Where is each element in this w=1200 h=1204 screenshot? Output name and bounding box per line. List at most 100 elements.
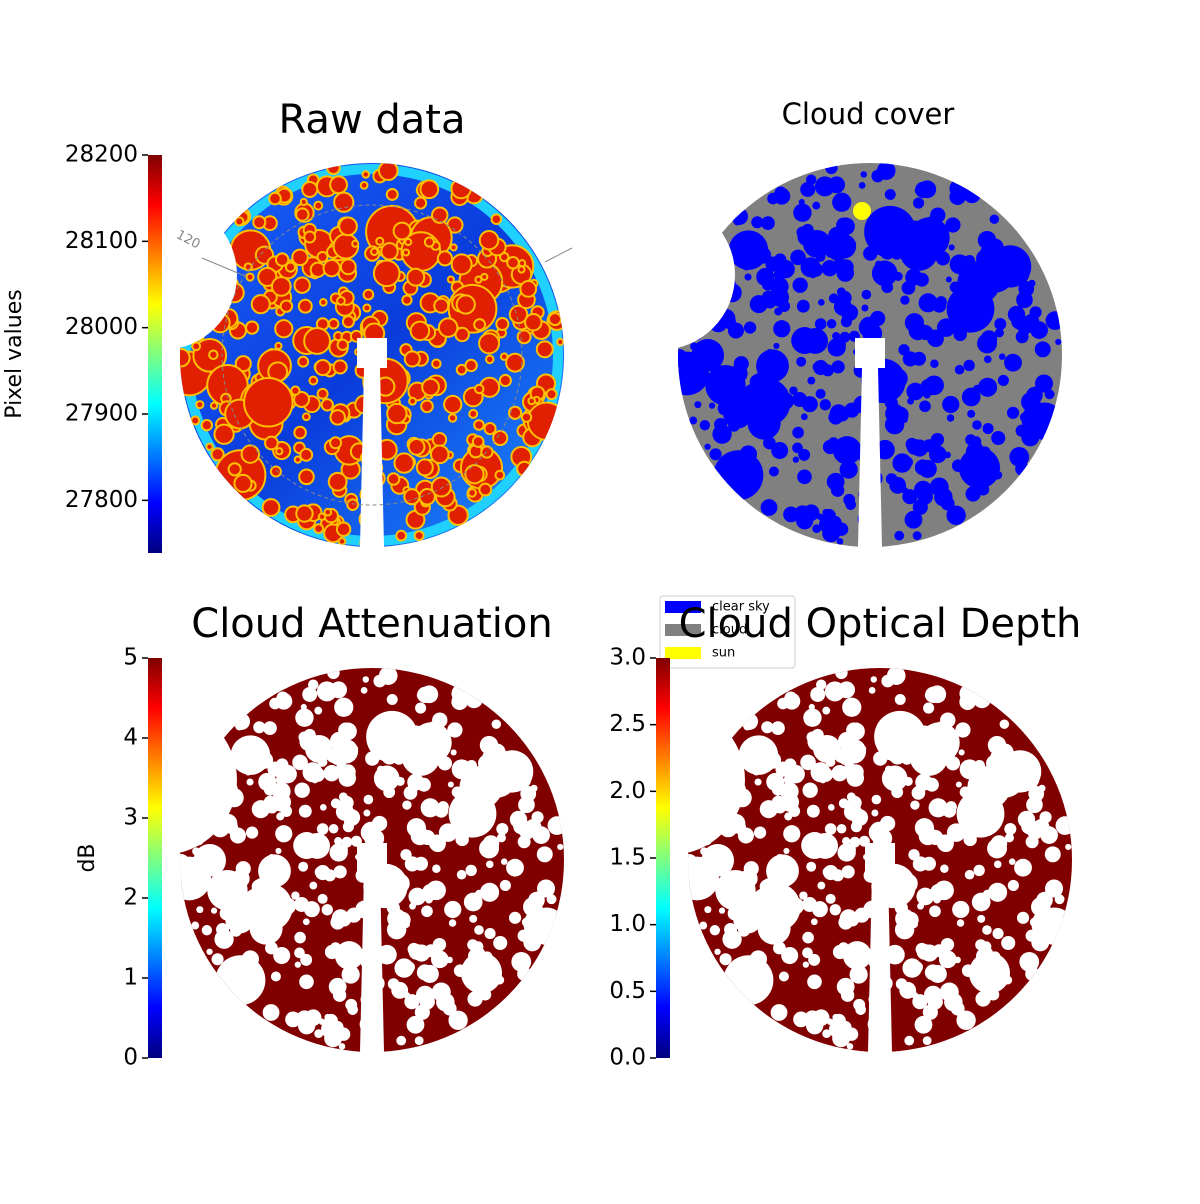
cloud-patch [414,1036,424,1046]
cloud-patch [932,298,947,313]
cloud-patch [792,426,804,439]
cloud-patch [277,693,292,708]
cloud-patch [906,439,923,455]
cloud-patch [340,764,356,780]
cloud-patch [807,974,822,990]
cloud-patch [847,722,865,741]
cloud-patch [404,237,413,247]
cloud-patch [329,409,346,426]
legend-swatch [665,624,701,636]
cloud-patch [547,312,563,327]
cloud-patch [754,778,762,786]
cloud-patch [977,230,997,250]
cloud-patch [824,823,837,835]
cloud-patch [810,918,818,926]
cloud-patch [393,452,415,474]
cloud-patch [742,378,791,427]
cloud-patch [1015,461,1030,476]
cloud-patch [421,377,440,397]
cloud-patch [302,686,318,702]
cloud-patch [783,262,794,272]
cloud-patch [424,742,434,752]
cloud-patch [973,970,992,989]
cloud-patch [1023,313,1040,331]
cloud-patch [1014,858,1032,877]
cloud-patch [891,222,909,240]
cloud-patch [464,464,485,485]
cloud-patch [432,937,447,952]
cloud-patch [923,702,935,714]
cloud-patch [914,1015,933,1034]
cloud-patch [495,316,510,332]
cloud-patch [362,288,375,301]
cloud-patch [317,757,328,767]
cloud-patch [363,794,374,805]
cloud-patch [812,201,821,210]
cloud-patch [818,767,833,782]
cloud-patch [351,239,360,248]
cloud-patch [302,918,310,926]
cloud-patch [473,419,485,431]
cloud-patch [213,423,235,445]
cloud-patch [806,804,820,818]
cloud-patch [373,765,400,792]
cloud-patch [736,968,749,981]
cloud-patch [802,931,814,944]
cloud-patch [979,273,986,280]
cloud-patch [404,994,420,1010]
cloud-patch [832,332,841,341]
cloud-patch [245,826,259,839]
cloud-patch [1034,341,1051,358]
cloud-patch [291,891,300,900]
mask [585,200,735,350]
cloud-patch [768,466,779,477]
cloud-patch [475,781,482,788]
cloud-patch [405,743,412,751]
cloud-patch [973,864,985,877]
cloud-patch [902,351,918,367]
cloud-patch [704,906,712,914]
cloud-patch [518,771,525,778]
cloud-patch [235,861,251,877]
cloud-patch [1004,353,1022,372]
colorbar [656,658,670,1058]
cloud-patch [756,267,775,287]
cloud-patch [362,676,369,683]
cloud-patch [988,882,1008,902]
cloud-patch [431,982,451,1002]
cloud-patch [526,401,564,441]
cloud-patch [407,438,426,456]
cloud-patch [946,414,955,422]
cloud-patch [363,809,371,817]
cloud-patch [912,994,928,1010]
cloud-patch [798,448,811,461]
cloud-patch [330,942,342,954]
cloud-patch [200,419,214,432]
cloud-patch [823,865,839,881]
cloud-patch [318,298,328,307]
cloud-patch [386,693,398,705]
cloud-patch [451,683,471,704]
cloud-patch [333,739,359,764]
cloud-patch [808,703,815,711]
cloud-patch [835,339,846,350]
cloud-patch [329,436,343,450]
cloud-patch [908,321,928,341]
cloud-patch [1025,835,1039,849]
cloud-patch [334,697,354,717]
cloud-patch [964,800,983,819]
cloud-patch [516,460,533,477]
cloud-patch [994,860,1002,869]
cloud-patch [838,681,856,699]
cloud-patch [341,965,360,984]
cloud-patch [1017,810,1036,829]
cloud-patch [761,216,775,231]
cloud-patch [993,470,1003,480]
cloud-patch [1001,935,1016,951]
cloud-patch [858,181,866,189]
cloud-patch [922,237,932,247]
cloud-patch [742,979,760,997]
cloud-patch [448,919,457,927]
cloud-patch [474,275,483,284]
panel-title: Cloud Attenuation [191,601,552,647]
